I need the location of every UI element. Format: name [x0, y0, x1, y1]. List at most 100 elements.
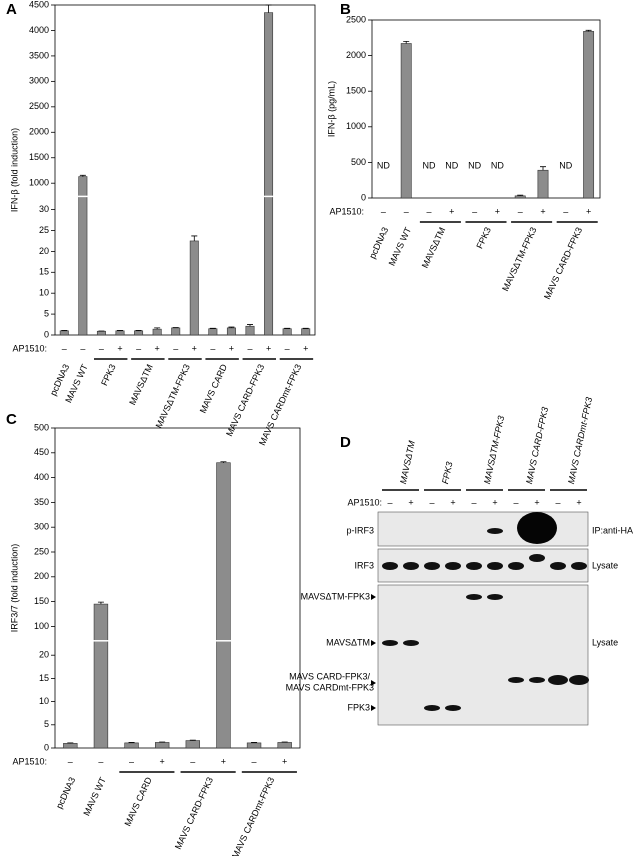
- y-tick-label: 0: [44, 329, 49, 339]
- bar: [124, 742, 139, 749]
- bar: [154, 742, 170, 749]
- band: [487, 528, 503, 534]
- y-tick-label: 10: [39, 288, 49, 298]
- y-tick-label: 500: [351, 157, 366, 167]
- y-tick-label: 350: [34, 497, 49, 507]
- y-tick-label: 5: [44, 308, 49, 318]
- treatment-sign: +: [540, 206, 545, 216]
- y-tick-label: 4500: [29, 0, 49, 9]
- lane-label: MAVSΔTM: [398, 439, 417, 485]
- bar: [185, 740, 201, 749]
- band: [466, 594, 482, 600]
- treatment-sign: –: [190, 756, 195, 766]
- y-tick-label: 5: [44, 719, 49, 729]
- group-label: MAVS CARDmt-FPK3: [257, 363, 303, 447]
- band: [487, 562, 503, 570]
- value-label: ND: [377, 160, 390, 170]
- error-bar: [97, 601, 104, 605]
- bar: [400, 43, 412, 199]
- group-label: MAVS CARD-FPK3: [224, 363, 266, 438]
- band: [466, 562, 482, 570]
- treatment-sign: +: [117, 343, 122, 353]
- treatment-sign: +: [586, 206, 591, 216]
- treatment-sign: +: [221, 756, 226, 766]
- y-axis-label: IFN-β (fold induction): [9, 128, 19, 212]
- treatment-sign: –: [173, 343, 178, 353]
- y-tick-label: 0: [44, 742, 49, 752]
- band: [508, 677, 524, 683]
- lane-label: MAVS CARDmt-FPK3: [566, 396, 594, 485]
- group-label: MAVS WT: [387, 225, 414, 267]
- treatment-sign: –: [381, 206, 386, 216]
- bar: [537, 169, 549, 199]
- panel-letter: D: [340, 434, 351, 451]
- treatment-sign: –: [210, 343, 215, 353]
- value-label: ND: [445, 160, 458, 170]
- error-bar: [154, 327, 161, 330]
- error-bar: [403, 40, 410, 44]
- y-tick-label: 2500: [29, 101, 49, 111]
- treatment-sign: –: [513, 497, 518, 507]
- group-label: MAVS CARD-FPK3: [173, 776, 215, 851]
- treatment-sign: –: [471, 497, 476, 507]
- treatment-sign: –: [404, 206, 409, 216]
- bar: [78, 176, 88, 336]
- right-label: IP:anti-HA: [592, 525, 633, 535]
- band: [529, 677, 545, 683]
- y-tick-label: 30: [39, 204, 49, 214]
- treatment-sign: –: [563, 206, 568, 216]
- error-bar: [191, 235, 198, 241]
- error-bar: [585, 29, 592, 32]
- plot-frame: [54, 427, 301, 749]
- right-label: Lysate: [592, 560, 618, 570]
- treatment-sign: –: [518, 206, 523, 216]
- y-tick-label: 150: [34, 596, 49, 606]
- y-tick-label: 100: [34, 621, 49, 631]
- bar: [93, 603, 109, 749]
- band: [529, 554, 545, 562]
- treatment-sign: +: [155, 343, 160, 353]
- y-tick-label: 20: [39, 650, 49, 660]
- group-label: MAVSΔTM-FPK3: [500, 226, 538, 293]
- row-label: MAVS CARD-FPK3/: [289, 671, 370, 681]
- band: [517, 512, 557, 544]
- y-tick-label: 1000: [29, 178, 49, 188]
- group-label: MAVS CARDmt-FPK3: [230, 776, 276, 856]
- error-bar: [247, 324, 253, 327]
- treatment-sign: +: [449, 206, 454, 216]
- row-label: MAVSΔTM: [326, 637, 370, 647]
- group-label: MAVS WT: [81, 775, 108, 817]
- treatment-sign: +: [534, 497, 539, 507]
- row-label: MAVSΔTM-FPK3: [301, 591, 370, 601]
- y-tick-label: 1500: [346, 86, 366, 96]
- arrow: [371, 594, 376, 600]
- value-label: ND: [559, 160, 572, 170]
- row-label: MAVS CARDmt-FPK3: [286, 682, 374, 692]
- treatment-sign: +: [192, 343, 197, 353]
- bar: [583, 31, 595, 199]
- group-label: FPK3: [474, 226, 493, 251]
- row-label: FPK3: [347, 702, 370, 712]
- error-bar: [540, 166, 546, 171]
- treatment-sign: –: [555, 497, 560, 507]
- group-label: MAVS CARD-FPK3: [542, 226, 584, 301]
- y-tick-label: 3000: [29, 76, 49, 86]
- treatment-sign: +: [492, 497, 497, 507]
- plot-frame: [371, 19, 601, 199]
- bar: [208, 328, 218, 336]
- value-label: ND: [423, 160, 436, 170]
- y-axis-label: IRF3/7 (fold induction): [9, 544, 19, 633]
- group-label: MAVSΔTM: [127, 363, 155, 407]
- treatment-sign: –: [429, 497, 434, 507]
- band: [445, 562, 461, 570]
- y-tick-label: 3500: [29, 50, 49, 60]
- group-label: FPK3: [99, 363, 118, 388]
- band: [382, 640, 398, 646]
- y-tick-label: 4000: [29, 25, 49, 35]
- treatment-sign: +: [282, 756, 287, 766]
- treatment-label: AP1510:: [12, 756, 47, 766]
- treatment-sign: –: [136, 343, 141, 353]
- y-tick-label: 15: [39, 673, 49, 683]
- error-bar: [265, 4, 272, 13]
- bar: [152, 328, 162, 336]
